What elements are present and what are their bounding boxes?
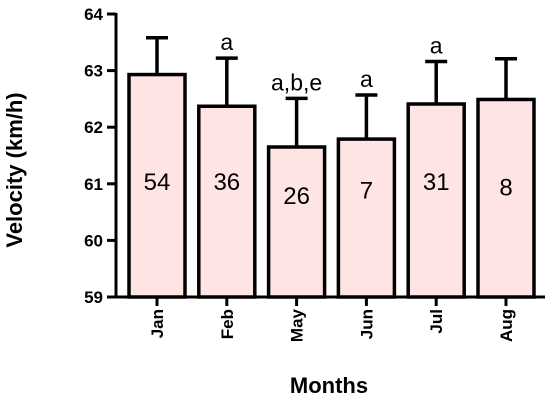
x-tick-label-aug: Aug — [497, 309, 516, 342]
y-tick-label-64: 64 — [84, 5, 103, 24]
error-bars-layer — [146, 36, 517, 148]
y-tick-label-61: 61 — [84, 175, 103, 194]
x-axis-title: Months — [290, 373, 368, 398]
y-tick-label-63: 63 — [84, 62, 103, 81]
bar-may — [266, 145, 327, 299]
x-tick-label-jun: Jun — [357, 309, 376, 339]
y-ticks-layer: 59 60 61 62 63 64 — [84, 5, 116, 307]
y-tick-label-59: 59 — [84, 288, 103, 307]
significance-label-jul: a — [430, 33, 443, 59]
x-tick-label-jan: Jan — [148, 309, 167, 338]
significance-label-may: a,b,e — [271, 69, 322, 95]
x-tick-label-may: May — [288, 308, 307, 342]
bar-jun — [336, 137, 397, 299]
count-label-feb: 36 — [213, 169, 240, 196]
count-label-jan: 54 — [144, 169, 171, 196]
bar-jul — [406, 102, 466, 299]
bars-layer — [127, 72, 536, 299]
x-tick-label-feb: Feb — [218, 309, 237, 339]
axes-layer — [114, 13, 545, 299]
x-ticks-layer: Jan Feb May Jun Jul Aug — [148, 297, 516, 342]
y-axis-title: Velocity (km/h) — [2, 92, 27, 247]
count-label-jun: 7 — [360, 177, 373, 204]
y-tick-label-62: 62 — [84, 118, 103, 137]
significance-label-feb: a — [220, 29, 233, 55]
count-label-jul: 31 — [423, 169, 450, 196]
bar-feb — [197, 104, 257, 299]
count-label-may: 26 — [283, 183, 310, 210]
labels-layer: 54 36 a 26 a,b,e 7 a 31 a 8 — [144, 29, 513, 210]
y-tick-label-60: 60 — [84, 231, 103, 250]
x-tick-label-jul: Jul — [427, 309, 446, 334]
count-label-aug: 8 — [499, 175, 512, 202]
significance-label-jun: a — [360, 66, 373, 92]
